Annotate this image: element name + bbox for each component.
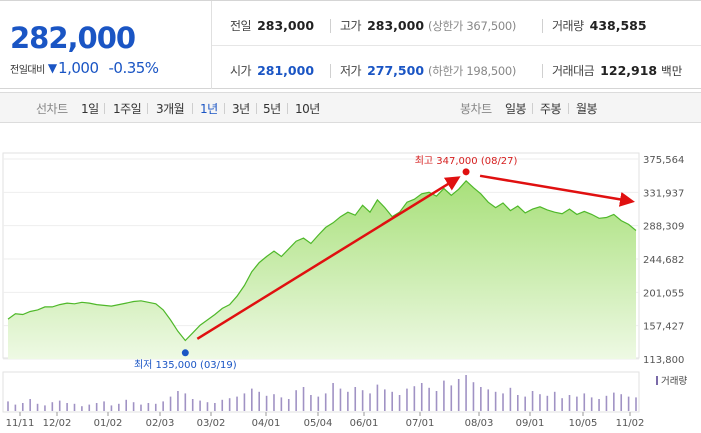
volume-label: 거래량 — [552, 19, 584, 33]
quote-summary: 282,000 전일대비 ▼ 1,000 -0.35% 전일 283,000 고… — [0, 0, 701, 89]
change-row: 전일대비 ▼ 1,000 -0.35% — [10, 59, 159, 77]
down-triangle-icon: ▼ — [47, 61, 58, 75]
x-tick-label: 10/05 — [569, 418, 598, 429]
divider — [330, 64, 331, 78]
open-stat: 시가 281,000 — [230, 62, 314, 79]
x-tick-label: 02/03 — [146, 418, 175, 429]
x-tick-label: 07/01 — [406, 418, 435, 429]
tab-monthly[interactable]: 월봉 — [576, 102, 598, 116]
divider — [330, 19, 331, 33]
divider — [192, 103, 193, 114]
candle-chart-group-label: 봉차트 — [460, 102, 492, 116]
x-tick-label: 04/01 — [252, 418, 281, 429]
volume-legend-icon — [656, 376, 658, 385]
low-value: 277,500 — [367, 63, 425, 78]
high-label: 고가 — [340, 19, 362, 33]
y-tick-label: 375,564 — [643, 155, 684, 166]
divider — [542, 64, 543, 78]
upper-limit: (상한가 367,500) — [428, 19, 517, 33]
change-amount: 1,000 — [58, 59, 99, 77]
price-box: 282,000 전일대비 ▼ 1,000 -0.35% — [0, 1, 212, 89]
downtrend-arrow — [479, 174, 635, 207]
divider — [224, 103, 225, 114]
y-axis: 375,564 331,937 288,309 244,682 201,055 157,4… — [643, 155, 684, 366]
high-point-label: 최고 347,000 (08/27) — [415, 155, 518, 167]
x-tick-label: 08/03 — [465, 418, 494, 429]
x-tick-label: 09/01 — [516, 418, 545, 429]
x-tick-label: 01/02 — [94, 418, 123, 429]
prev-close-value: 283,000 — [257, 18, 315, 33]
x-tick-label: 06/01 — [350, 418, 379, 429]
x-axis: 11/11 12/02 01/02 02/03 03/02 04/01 05/04 06/01… — [6, 412, 645, 429]
divider — [568, 103, 569, 114]
tab-1y[interactable]: 1년 — [200, 102, 218, 116]
price-area — [8, 180, 636, 359]
y-tick-label: 157,427 — [643, 322, 684, 333]
divider — [256, 103, 257, 114]
tab-3y[interactable]: 3년 — [232, 102, 250, 116]
y-tick-label: 288,309 — [643, 222, 684, 233]
volume-stat: 거래량 438,585 — [552, 17, 647, 34]
y-tick-label: 201,055 — [643, 288, 684, 299]
price-chart: 최고 347,000 (08/27) 최저 135,000 (03/19) 37… — [2, 152, 687, 429]
divider — [147, 103, 148, 114]
uptrend-arrow — [196, 176, 461, 340]
prev-close-label: 전일 — [230, 19, 252, 33]
y-tick-label: 113,800 — [643, 355, 684, 366]
turnover-value: 122,918 — [600, 63, 658, 78]
high-stat: 고가 283,000 (상한가 367,500) — [340, 17, 516, 34]
divider — [532, 103, 533, 114]
volume-area — [2, 371, 640, 413]
price-line — [7, 179, 637, 342]
open-label: 시가 — [230, 64, 252, 78]
tab-1w[interactable]: 1주일 — [113, 102, 142, 116]
x-tick-label: 12/02 — [43, 418, 72, 429]
tab-5y[interactable]: 5년 — [263, 102, 281, 116]
x-tick-label: 05/04 — [304, 418, 333, 429]
tab-daily[interactable]: 일봉 — [505, 102, 527, 116]
low-point-marker — [181, 349, 189, 357]
low-label: 저가 — [340, 64, 362, 78]
y-tick-label: 244,682 — [643, 255, 684, 266]
change-percent: -0.35% — [108, 59, 160, 77]
change-label: 전일대비 — [10, 64, 45, 76]
high-value: 283,000 — [367, 18, 425, 33]
y-tick-label: 331,937 — [643, 188, 684, 199]
x-tick-label: 03/02 — [197, 418, 226, 429]
divider — [542, 19, 543, 33]
x-tick-label: 11/11 — [6, 418, 35, 429]
volume-bars — [7, 375, 637, 411]
stats-divider — [212, 45, 701, 46]
volume-legend-label: 거래량 — [661, 375, 687, 387]
tab-10y[interactable]: 10년 — [295, 102, 320, 116]
open-value: 281,000 — [257, 63, 315, 78]
line-chart-group-label: 선차트 — [36, 102, 68, 116]
divider — [287, 103, 288, 114]
divider — [104, 103, 105, 114]
tab-3m[interactable]: 3개월 — [156, 102, 185, 116]
lower-limit: (하한가 198,500) — [428, 64, 517, 78]
x-tick-label: 11/02 — [616, 418, 645, 429]
low-stat: 저가 277,500 (하한가 198,500) — [340, 62, 516, 79]
low-point-label: 최저 135,000 (03/19) — [134, 359, 237, 371]
volume-value: 438,585 — [589, 18, 647, 33]
tab-weekly[interactable]: 주봉 — [540, 102, 562, 116]
current-price: 282,000 — [10, 21, 136, 55]
turnover-stat: 거래대금 122,918 백만 — [552, 62, 682, 79]
turnover-unit: 백만 — [661, 64, 683, 78]
tab-1d[interactable]: 1일 — [81, 102, 99, 116]
prev-close-stat: 전일 283,000 — [230, 17, 314, 34]
turnover-label: 거래대금 — [552, 64, 595, 78]
high-point-marker — [462, 168, 470, 176]
chart-period-tabs: 선차트 1일 1주일 3개월 1년 3년 5년 10년 봉차트 일봉 주봉 월봉 — [0, 92, 701, 123]
